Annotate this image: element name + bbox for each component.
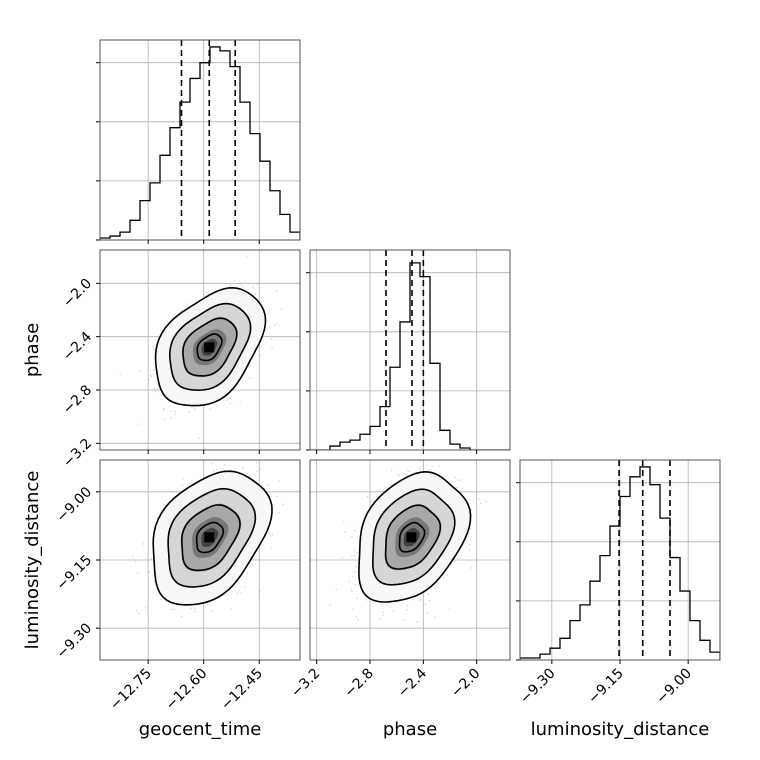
contour-line [182,317,238,377]
contour-line [195,521,225,554]
x-axis-label: phase [383,719,437,740]
scatter-panel-geocent_time-luminosity_distance [96,459,301,664]
x-tick-label: −2.8 [341,666,376,701]
contour-line [358,470,472,603]
x-tick-label: −9.00 [653,666,695,708]
density-peak [204,342,215,353]
y-axis-label: phase [22,323,43,377]
axes-frame [309,459,511,661]
y-tick-label: −2.0 [60,276,95,311]
y-axis-label: luminosity_distance [22,471,43,650]
contour-line [180,504,241,572]
contour-line [152,470,273,606]
x-tick-label: −2.0 [448,666,483,701]
y-tick-label: −9.30 [54,620,96,662]
x-tick-label: −2.4 [395,665,430,700]
axes-frame [99,39,301,241]
x-tick-label: −12.45 [218,666,266,714]
y-tick-label: −2.4 [60,329,95,364]
axes-frame [309,249,511,451]
histogram-step [310,262,510,450]
contour-line [154,286,267,407]
y-tick-label: −9.15 [54,552,96,594]
y-tick-label: −9.00 [54,484,96,526]
density-peak [204,532,215,543]
x-tick-label: −12.60 [163,666,211,714]
histogram-panel-phase [306,249,511,454]
contour-line [167,487,257,588]
x-tick-label: −12.75 [107,666,155,714]
y-tick-label: −2.8 [60,382,95,417]
contour-line [398,521,426,553]
axes-frame [99,249,301,451]
contour-line [169,302,252,392]
x-axis-label: geocent_time [139,719,262,740]
contour-line [371,488,456,586]
histogram-panel-geocent_time [96,39,301,244]
histogram-step [100,46,300,240]
contour-line [384,504,442,570]
histogram-step [520,466,720,660]
x-tick-label: −9.30 [517,666,559,708]
contour-line [196,333,223,362]
histogram-panel-luminosity_distance [516,459,721,664]
x-tick-label: −9.15 [585,666,627,708]
density-peak [406,532,417,543]
x-tick-label: −3.2 [288,666,323,701]
scatter-panel-geocent_time-phase [96,249,301,454]
scatter-panel-phase-luminosity_distance [309,459,511,664]
x-axis-label: luminosity_distance [531,719,710,740]
y-tick-label: −3.2 [60,436,95,471]
